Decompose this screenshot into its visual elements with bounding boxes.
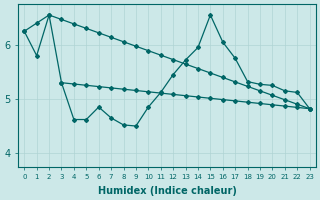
X-axis label: Humidex (Indice chaleur): Humidex (Indice chaleur)	[98, 186, 236, 196]
